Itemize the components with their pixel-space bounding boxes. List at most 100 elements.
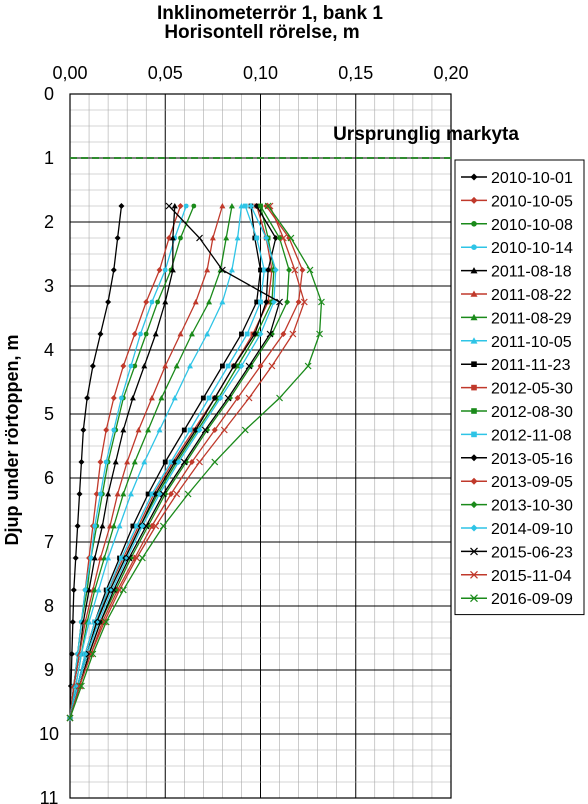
data-point — [105, 555, 112, 561]
x-axis-label: Horisontell rörelse, m — [164, 22, 359, 43]
ground-surface-label: Ursprunglig markyta — [333, 124, 519, 145]
data-point — [101, 555, 108, 561]
data-point — [211, 395, 218, 401]
data-point — [196, 458, 203, 466]
chart-title: Inklinometerrör 1, bank 1 — [157, 3, 383, 24]
x-tick-label: 0,00 — [52, 63, 87, 83]
legend-label: 2012-08-30 — [491, 404, 573, 421]
data-point — [470, 290, 478, 297]
data-point — [318, 298, 325, 306]
data-point — [471, 361, 477, 367]
series-2010-10-14 — [67, 203, 189, 721]
series-2016-09-09 — [66, 202, 325, 722]
data-point — [268, 362, 276, 370]
data-point — [105, 299, 112, 305]
legend-entry: 2012-08-30 — [461, 404, 573, 421]
data-point — [107, 523, 114, 529]
data-point — [119, 555, 124, 561]
data-point — [173, 363, 180, 369]
data-point — [69, 619, 76, 625]
legend-entry: 2012-05-30 — [461, 381, 573, 398]
legend-label: 2014-09-10 — [491, 521, 573, 538]
data-point — [92, 523, 98, 529]
data-point — [171, 395, 178, 401]
data-point — [471, 221, 477, 227]
data-point — [165, 202, 173, 210]
data-point — [192, 299, 199, 305]
legend: 2010-10-01 2010-10-05 2010-10-08 2010-10-14… — [454, 159, 585, 616]
legend-label: 2010-10-05 — [491, 193, 573, 210]
data-point — [270, 299, 277, 305]
legend-entry: 2011-08-18 — [461, 264, 572, 281]
data-point — [171, 203, 178, 209]
data-point — [169, 235, 176, 241]
data-point — [180, 458, 188, 466]
legend-entry: 2010-10-14 — [461, 240, 573, 257]
data-point — [254, 235, 260, 241]
data-point — [225, 363, 231, 369]
data-point — [135, 427, 142, 433]
data-point — [263, 235, 270, 241]
series-2015-11-04 — [66, 202, 308, 722]
data-point — [74, 523, 81, 529]
data-point — [206, 299, 213, 305]
data-point — [143, 331, 149, 337]
legend-entry: 2010-10-05 — [461, 193, 573, 210]
data-point — [173, 490, 181, 498]
data-point — [145, 427, 152, 433]
data-point — [280, 331, 287, 337]
data-point — [68, 651, 75, 657]
y-tick-label: 0 — [44, 84, 54, 104]
data-point — [177, 331, 184, 337]
data-point — [257, 331, 264, 337]
data-point — [86, 619, 93, 625]
legend-label: 2013-05-16 — [491, 451, 573, 468]
data-point — [261, 267, 267, 273]
data-point — [217, 395, 224, 401]
data-point — [471, 408, 477, 414]
data-point — [116, 523, 123, 529]
data-point — [125, 554, 133, 562]
data-point — [76, 491, 83, 497]
data-point — [114, 491, 121, 497]
data-point — [142, 522, 150, 530]
y-tick-label: 10 — [39, 724, 59, 744]
data-point — [276, 298, 283, 306]
series-2011-08-29 — [67, 203, 235, 721]
y-tick-label: 11 — [40, 788, 59, 804]
data-point — [242, 203, 248, 209]
data-point — [84, 395, 91, 401]
data-point — [265, 267, 272, 273]
y-axis-label: Djup under rörtoppen, m — [2, 335, 22, 546]
data-point — [241, 426, 249, 434]
y-tick-label: 9 — [44, 660, 54, 680]
y-tick-label: 1 — [44, 148, 54, 168]
data-point — [272, 267, 279, 273]
data-point — [295, 299, 302, 305]
data-point — [272, 235, 279, 241]
legend-entry: 2015-11-04 — [461, 568, 572, 585]
data-point — [97, 331, 104, 337]
x-tick-label: 0,20 — [433, 63, 468, 83]
legend-entry: 2011-08-22 — [461, 287, 572, 304]
data-point — [131, 459, 138, 465]
data-point — [134, 523, 140, 529]
legend-entry: 2013-09-05 — [461, 474, 573, 491]
data-point — [196, 234, 203, 242]
data-point — [300, 298, 308, 306]
data-point — [93, 491, 100, 497]
data-point — [120, 491, 127, 497]
data-point — [99, 523, 106, 529]
data-point — [266, 202, 274, 210]
plot-frame — [69, 93, 452, 799]
data-point — [251, 331, 258, 337]
legend-entry: 2015-06-23 — [461, 544, 573, 561]
y-tick-label: 5 — [44, 404, 54, 424]
data-point — [119, 395, 124, 401]
x-tick-label: 0,15 — [338, 63, 373, 83]
data-point — [257, 203, 264, 209]
data-point — [148, 395, 155, 401]
data-point — [228, 267, 235, 273]
legend-entry: 2010-10-08 — [461, 217, 573, 234]
